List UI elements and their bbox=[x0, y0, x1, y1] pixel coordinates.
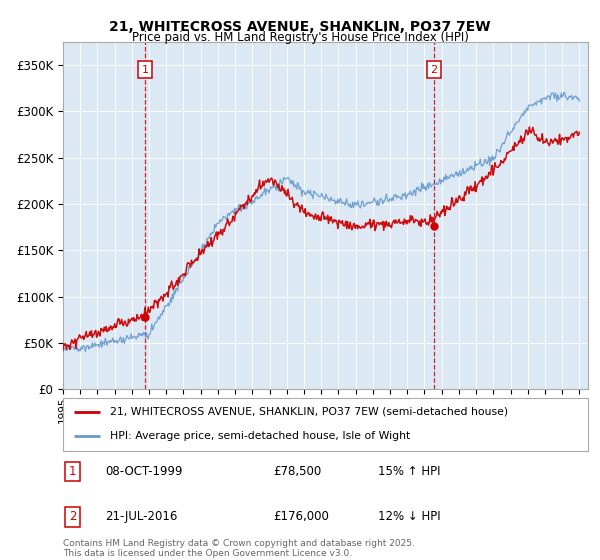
Text: 2: 2 bbox=[69, 510, 76, 524]
Text: 21-JUL-2016: 21-JUL-2016 bbox=[105, 510, 178, 524]
FancyBboxPatch shape bbox=[63, 398, 588, 451]
Text: Price paid vs. HM Land Registry's House Price Index (HPI): Price paid vs. HM Land Registry's House … bbox=[131, 31, 469, 44]
Text: £78,500: £78,500 bbox=[273, 465, 321, 478]
Text: 21, WHITECROSS AVENUE, SHANKLIN, PO37 7EW: 21, WHITECROSS AVENUE, SHANKLIN, PO37 7E… bbox=[109, 20, 491, 34]
Text: HPI: Average price, semi-detached house, Isle of Wight: HPI: Average price, semi-detached house,… bbox=[110, 431, 410, 441]
Text: 1: 1 bbox=[69, 465, 76, 478]
Text: 12% ↓ HPI: 12% ↓ HPI bbox=[378, 510, 440, 524]
Text: 08-OCT-1999: 08-OCT-1999 bbox=[105, 465, 182, 478]
Text: 2: 2 bbox=[430, 65, 437, 75]
Text: £176,000: £176,000 bbox=[273, 510, 329, 524]
Text: 21, WHITECROSS AVENUE, SHANKLIN, PO37 7EW (semi-detached house): 21, WHITECROSS AVENUE, SHANKLIN, PO37 7E… bbox=[110, 407, 508, 417]
Text: Contains HM Land Registry data © Crown copyright and database right 2025.
This d: Contains HM Land Registry data © Crown c… bbox=[63, 539, 415, 558]
Text: 15% ↑ HPI: 15% ↑ HPI bbox=[378, 465, 440, 478]
Text: 1: 1 bbox=[142, 65, 149, 75]
